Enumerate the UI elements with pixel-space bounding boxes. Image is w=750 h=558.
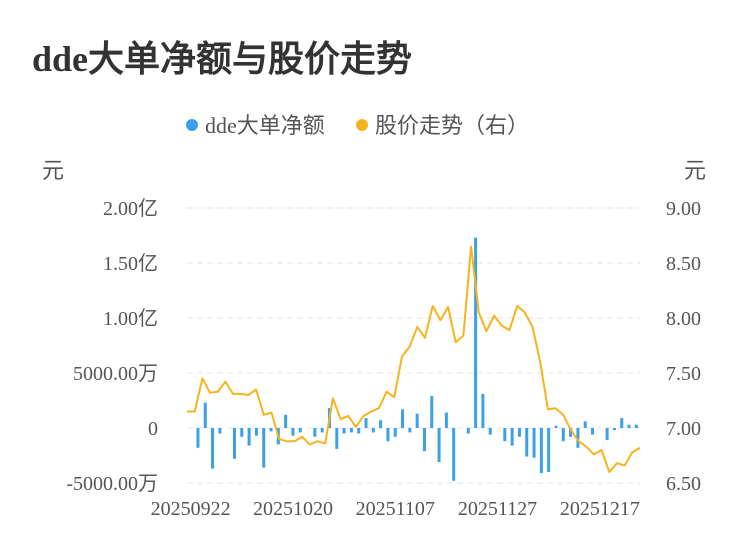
bar-series — [196, 237, 638, 481]
right-tick-label: 9.00 — [666, 198, 701, 220]
dde-bar — [379, 420, 383, 428]
dde-bar — [386, 428, 390, 442]
dde-bar — [561, 428, 565, 442]
x-tick-label: 20251107 — [356, 498, 435, 520]
dde-bar — [357, 428, 361, 434]
dde-bar — [408, 428, 412, 433]
dde-bar — [605, 428, 609, 441]
dde-bar — [211, 428, 215, 469]
dde-bar — [291, 428, 295, 436]
left-tick-label: 1.50亿 — [103, 252, 158, 275]
dde-bar — [503, 428, 507, 442]
gridlines — [187, 207, 640, 484]
dde-bar — [539, 428, 543, 474]
dde-bar — [196, 428, 200, 448]
dde-bar — [474, 237, 478, 428]
x-tick-label: 20251020 — [253, 498, 333, 520]
dde-bar — [342, 428, 346, 434]
dde-bar — [218, 428, 222, 434]
x-tick-label: 20251127 — [458, 498, 537, 520]
dde-bar — [466, 428, 470, 434]
dde-bar — [583, 421, 587, 428]
dde-bar — [569, 428, 573, 437]
left-tick-label: 1.00亿 — [103, 307, 158, 330]
line-series — [187, 245, 641, 473]
dde-bar — [393, 428, 397, 437]
x-axis-ticks: 20250922 20251020 20251107 20251127 20251217 — [151, 498, 640, 520]
left-axis-unit: 元 — [42, 158, 64, 183]
right-tick-label: 6.50 — [666, 473, 701, 495]
dde-bar — [232, 428, 236, 459]
dde-bar — [401, 409, 405, 428]
dde-bar — [364, 418, 368, 428]
dde-bar — [554, 425, 558, 428]
dde-bar — [430, 396, 434, 428]
x-tick-label: 20251217 — [560, 498, 640, 520]
left-tick-label: 2.00亿 — [103, 197, 158, 220]
dde-bar — [254, 428, 258, 436]
right-tick-label: 8.50 — [666, 253, 701, 275]
x-tick-label: 20250922 — [151, 498, 231, 520]
right-tick-label: 7.50 — [666, 363, 701, 385]
left-tick-label: 5000.00万 — [73, 363, 158, 385]
dde-bar — [488, 428, 492, 435]
dde-bar — [262, 428, 266, 468]
right-tick-label: 8.00 — [666, 308, 701, 330]
dde-bar — [452, 428, 456, 481]
dde-bar — [269, 428, 273, 432]
dde-bar — [422, 428, 426, 452]
dde-bar — [547, 428, 551, 472]
left-axis-ticks: 2.00亿 1.50亿 1.00亿 5000.00万 0 -5000.00万 — [66, 197, 158, 495]
dde-bar — [517, 428, 521, 437]
dde-bar — [313, 428, 317, 437]
right-axis-unit: 元 — [684, 158, 706, 183]
dde-bar — [371, 428, 375, 433]
dde-bar — [320, 428, 324, 433]
dde-bar — [284, 414, 288, 428]
price-line — [187, 245, 641, 473]
dde-bar — [576, 428, 580, 448]
legend-marker — [186, 119, 198, 131]
legend: dde大单净额 股价走势（右） — [186, 113, 529, 138]
dde-bar — [591, 428, 595, 435]
dde-bar — [612, 428, 616, 431]
dde-bar — [247, 428, 251, 446]
left-tick-label: -5000.00万 — [66, 473, 158, 495]
right-axis-ticks: 9.00 8.50 8.00 7.50 7.00 6.50 — [666, 198, 701, 495]
dde-bar — [298, 428, 302, 433]
dde-bar — [444, 412, 448, 428]
dde-bar — [203, 402, 207, 428]
dde-bar — [510, 428, 514, 446]
dde-bar — [634, 424, 638, 428]
dde-bar — [335, 428, 339, 449]
dde-bar — [437, 428, 441, 463]
dde-bar — [525, 428, 529, 457]
dde-bar — [627, 424, 631, 428]
legend-label: dde大单净额 — [205, 113, 325, 138]
chart-title: dde大单净额与股价走势 — [32, 39, 413, 79]
legend-label: 股价走势（右） — [375, 113, 529, 138]
dde-bar — [415, 413, 419, 428]
dde-bar — [481, 393, 485, 428]
legend-marker — [356, 119, 368, 131]
dde-bar — [240, 428, 244, 437]
dde-bar — [620, 418, 624, 428]
dde-bar — [349, 428, 353, 433]
dde-bar — [532, 428, 536, 458]
right-tick-label: 7.00 — [666, 418, 701, 440]
left-tick-label: 0 — [148, 418, 158, 440]
